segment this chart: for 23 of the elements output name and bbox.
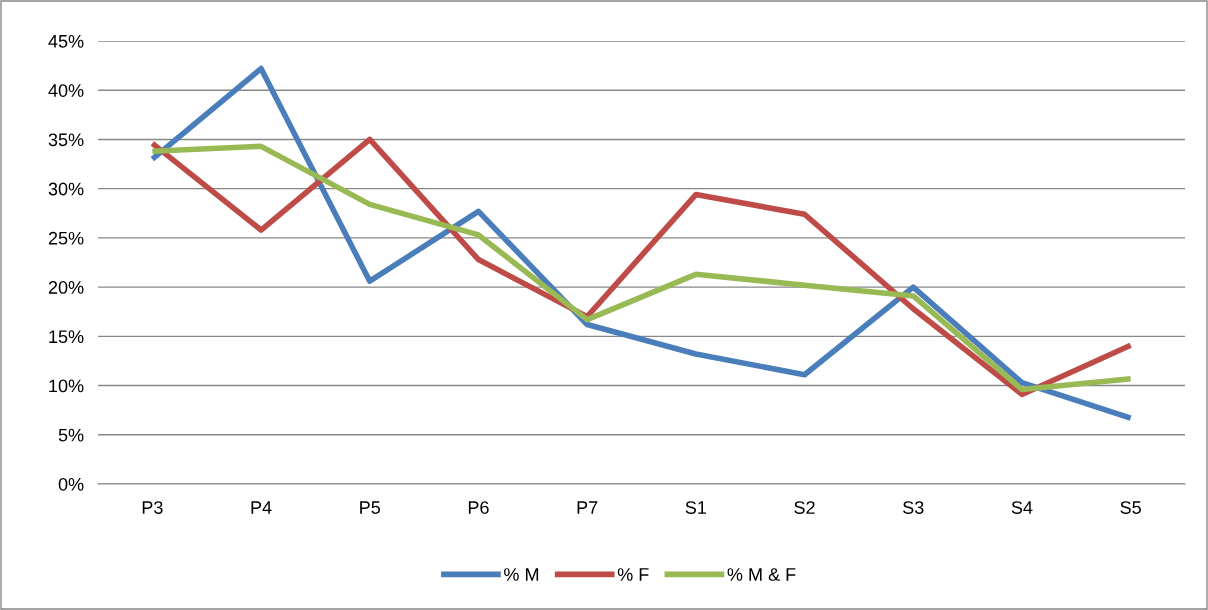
x-tick-label: P7 (577, 501, 598, 514)
y-tick-label: 25% (48, 231, 84, 245)
y-tick-label: 45% (48, 35, 84, 48)
legend-label: % M & F (727, 568, 796, 581)
x-tick-label: S1 (685, 501, 707, 514)
x-tick-label: S5 (1120, 501, 1141, 514)
x-tick-label: P5 (360, 501, 381, 514)
y-tick-label: 0% (58, 477, 84, 491)
legend-label: % F (617, 568, 649, 581)
y-tick-label: 30% (48, 182, 84, 196)
x-tick-label: P4 (251, 501, 272, 514)
legend-label: % M (504, 568, 539, 581)
y-tick-label: 10% (49, 379, 84, 393)
y-tick-label: 40% (48, 84, 84, 97)
x-tick-label: S2 (794, 501, 815, 514)
x-tick-label: S3 (903, 501, 924, 514)
x-tick-label: S4 (1011, 501, 1033, 514)
y-tick-label: 5% (58, 428, 84, 442)
x-tick-label: P6 (468, 501, 489, 514)
x-tick-label: P3 (142, 501, 163, 514)
y-tick-label: 15% (49, 330, 84, 344)
y-tick-label: 20% (48, 281, 84, 294)
y-tick-label: 35% (48, 133, 84, 147)
